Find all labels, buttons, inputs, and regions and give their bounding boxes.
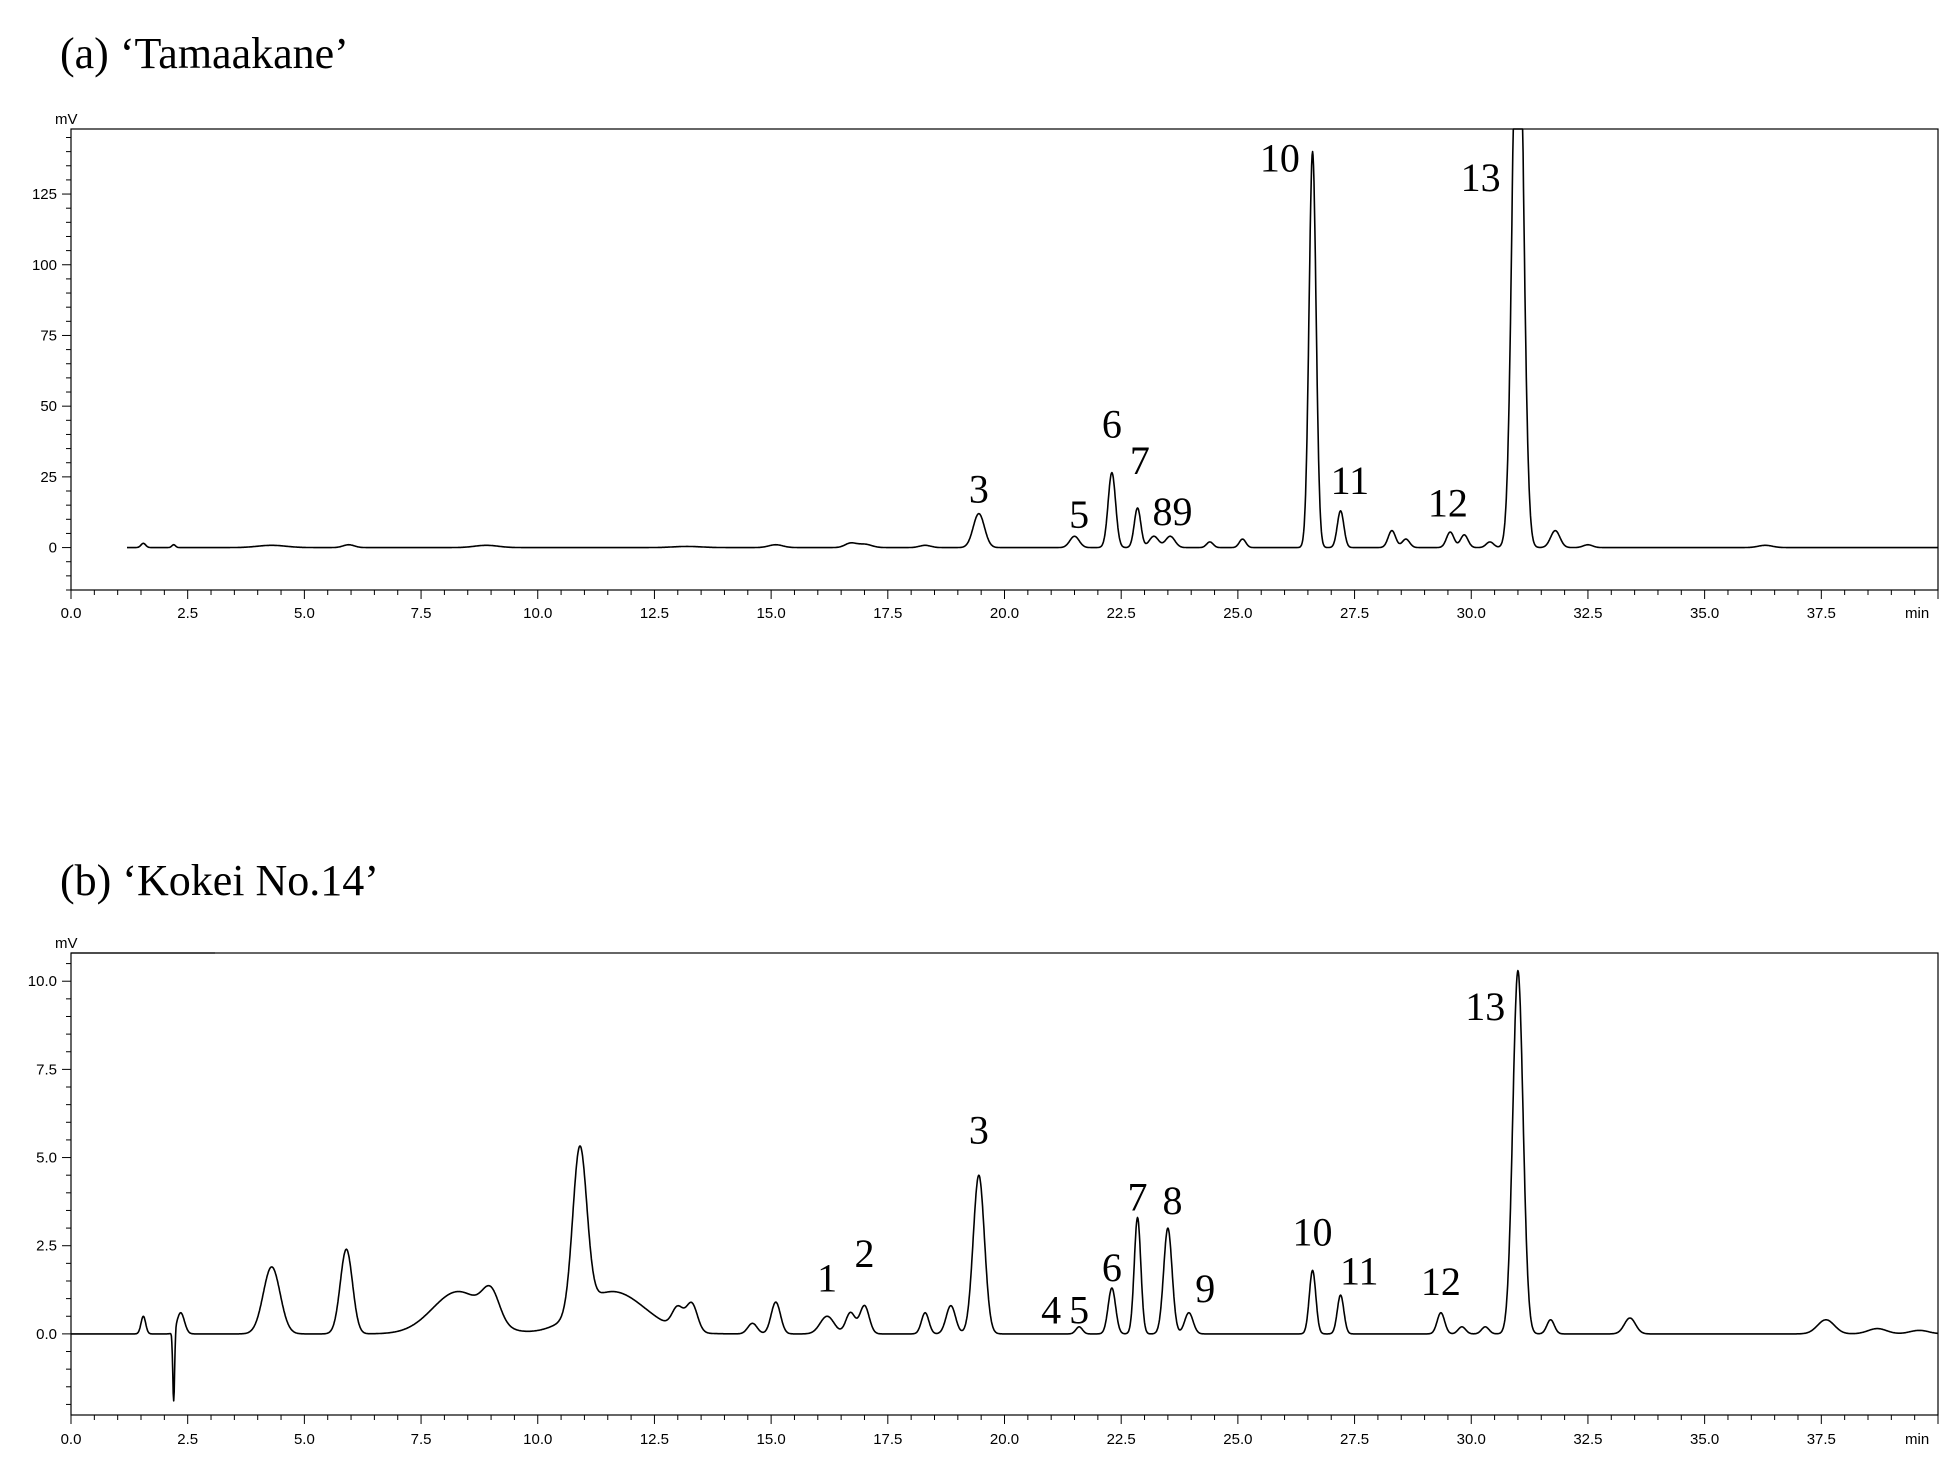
x-tick-label: 22.5 bbox=[1107, 605, 1136, 622]
peak-label-12: 12 bbox=[1421, 1259, 1461, 1304]
y-tick-label: 7.5 bbox=[36, 1061, 57, 1078]
y-tick-label: 0.0 bbox=[36, 1326, 57, 1343]
panel-title: (b) ‘Kokei No.14’ bbox=[60, 856, 379, 905]
peak-label-13: 13 bbox=[1465, 984, 1505, 1029]
x-tick-label: 25.0 bbox=[1223, 1431, 1252, 1448]
peak-label-12: 12 bbox=[1428, 480, 1468, 525]
x-tick-label: 22.5 bbox=[1107, 1431, 1136, 1448]
y-tick-label: 5.0 bbox=[36, 1150, 57, 1167]
peak-label-10: 10 bbox=[1293, 1210, 1333, 1255]
peak-label-9: 9 bbox=[1195, 1266, 1215, 1311]
y-tick-label: 125 bbox=[32, 186, 57, 203]
peak-label-4: 4 bbox=[1041, 1287, 1061, 1332]
peak-label-11: 11 bbox=[1340, 1249, 1379, 1294]
peak-label-3: 3 bbox=[969, 466, 989, 511]
x-tick-label: 17.5 bbox=[873, 1431, 902, 1448]
x-tick-label: 37.5 bbox=[1807, 605, 1836, 622]
x-tick-label: 10.0 bbox=[523, 605, 552, 622]
y-tick-label: 100 bbox=[32, 257, 57, 274]
peak-label-11: 11 bbox=[1331, 458, 1370, 503]
y-tick-label: 2.5 bbox=[36, 1238, 57, 1255]
y-axis-unit: mV bbox=[55, 935, 78, 952]
peak-label-6: 6 bbox=[1102, 401, 1122, 446]
x-tick-label: 7.5 bbox=[411, 1431, 432, 1448]
x-tick-label: 7.5 bbox=[411, 605, 432, 622]
y-tick-label: 10.0 bbox=[28, 973, 57, 990]
y-axis: 0.0 2.5 5.0 7.5 10.0 bbox=[28, 963, 71, 1405]
x-tick-label: 2.5 bbox=[177, 605, 198, 622]
x-tick-label: 5.0 bbox=[294, 605, 315, 622]
plot-frame bbox=[70, 952, 1939, 1416]
x-axis-unit: min bbox=[1905, 605, 1929, 622]
chromatogram-panel-kokei-no14: (b) ‘Kokei No.14’ mV min 0.0 2.5 5.0 7.5 10.… bbox=[28, 856, 1939, 1448]
peak-label-7: 7 bbox=[1130, 438, 1150, 483]
y-axis: 0 25 50 75 100 125 bbox=[32, 136, 71, 591]
chromatogram-trace bbox=[70, 969, 1939, 1402]
y-axis-unit: mV bbox=[55, 111, 78, 128]
x-tick-label: 2.5 bbox=[177, 1431, 198, 1448]
y-tick-label: 0 bbox=[49, 540, 57, 557]
peak-label-10: 10 bbox=[1260, 135, 1300, 180]
x-tick-label: 35.0 bbox=[1690, 605, 1719, 622]
x-tick-label: 32.5 bbox=[1573, 605, 1602, 622]
plot-frame bbox=[70, 128, 1939, 591]
peak-label-5: 5 bbox=[1069, 492, 1089, 537]
peak-label-8: 8 bbox=[1163, 1178, 1183, 1223]
x-tick-label: 35.0 bbox=[1690, 1431, 1719, 1448]
x-tick-label: 20.0 bbox=[990, 1431, 1019, 1448]
y-tick-label: 50 bbox=[40, 398, 57, 415]
x-tick-label: 15.0 bbox=[757, 1431, 786, 1448]
x-tick-label: 12.5 bbox=[640, 605, 669, 622]
peak-label-89: 89 bbox=[1153, 489, 1193, 534]
x-tick-label: 20.0 bbox=[990, 605, 1019, 622]
peak-label-7: 7 bbox=[1128, 1174, 1148, 1219]
chromatogram-trace bbox=[126, 128, 1939, 549]
x-axis: 0.0 2.5 5.0 7.5 10.0 12.5 15.0 17.5 20.0 22.5 25.0… bbox=[61, 1415, 1939, 1448]
x-tick-label: 0.0 bbox=[61, 1431, 82, 1448]
peak-label-1: 1 bbox=[817, 1256, 837, 1301]
panel-title: (a) ‘Tamaakane’ bbox=[60, 29, 349, 78]
x-tick-label: 30.0 bbox=[1457, 1431, 1486, 1448]
x-tick-label: 10.0 bbox=[523, 1431, 552, 1448]
x-tick-label: 0.0 bbox=[61, 605, 82, 622]
y-tick-label: 75 bbox=[40, 327, 57, 344]
x-tick-label: 30.0 bbox=[1457, 605, 1486, 622]
x-axis: 0.0 2.5 5.0 7.5 10.0 12.5 15.0 17.5 20.0 22.5 25.0… bbox=[61, 590, 1939, 622]
peak-label-6: 6 bbox=[1102, 1245, 1122, 1290]
x-tick-label: 12.5 bbox=[640, 1431, 669, 1448]
x-tick-label: 37.5 bbox=[1807, 1431, 1836, 1448]
x-tick-label: 17.5 bbox=[873, 605, 902, 622]
peak-label-13: 13 bbox=[1461, 155, 1501, 200]
x-tick-label: 25.0 bbox=[1223, 605, 1252, 622]
x-tick-label: 15.0 bbox=[757, 605, 786, 622]
x-tick-label: 27.5 bbox=[1340, 1431, 1369, 1448]
peak-label-5: 5 bbox=[1069, 1287, 1089, 1332]
x-tick-label: 27.5 bbox=[1340, 605, 1369, 622]
peak-label-2: 2 bbox=[854, 1231, 874, 1276]
x-tick-label: 5.0 bbox=[294, 1431, 315, 1448]
x-axis-unit: min bbox=[1905, 1431, 1929, 1448]
x-tick-label: 32.5 bbox=[1573, 1431, 1602, 1448]
peak-label-3: 3 bbox=[969, 1107, 989, 1152]
chromatogram-panel-tamaakane: (a) ‘Tamaakane’ mV min 0.0 2.5 5.0 7.5 10.0 1… bbox=[32, 29, 1939, 622]
y-tick-label: 25 bbox=[40, 469, 57, 486]
